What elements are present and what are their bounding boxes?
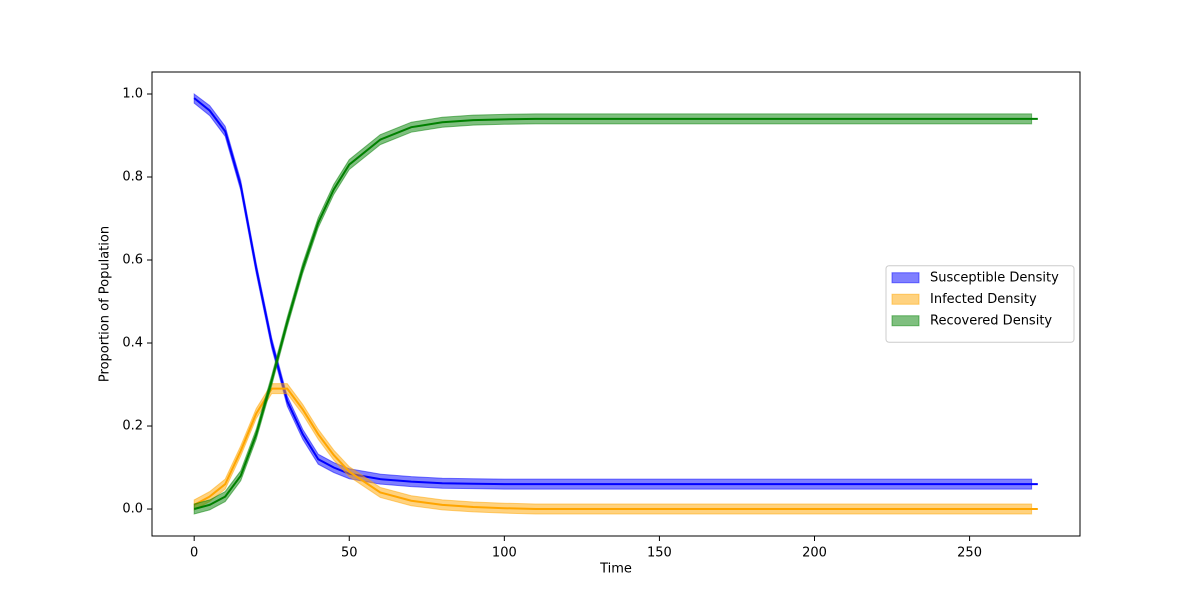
plot-frame (151, 71, 1081, 537)
x-tick-label: 100 (492, 546, 517, 561)
legend: Susceptible Density Infected Density Recov… (885, 265, 1075, 343)
y-tick-label: 0.8 (122, 170, 143, 185)
y-tick-label: 0.2 (122, 419, 143, 434)
x-tick-label: 150 (647, 546, 672, 561)
legend-label: Susceptible Density (930, 270, 1059, 285)
plot-area (193, 92, 1038, 515)
y-tick-label: 0.6 (122, 253, 143, 268)
x-tick-label: 250 (957, 546, 982, 561)
band (193, 383, 1033, 515)
legend-swatch (891, 315, 920, 327)
legend-label: Infected Density (930, 292, 1037, 307)
x-axis-label: Time (599, 562, 632, 577)
legend-swatch (891, 293, 920, 305)
legend-box (885, 265, 1075, 343)
band (193, 92, 1033, 490)
y-tick-label: 1.0 (122, 86, 143, 101)
line (193, 117, 1038, 510)
x-tick-label: 0 (190, 546, 198, 561)
legend-swatch (891, 272, 920, 284)
x-tick-label: 50 (341, 546, 358, 561)
line (193, 387, 1038, 511)
band (193, 113, 1033, 515)
x-tick-label: 200 (802, 546, 827, 561)
legend-label: Recovered Density (930, 313, 1052, 328)
y-tick-label: 0.4 (122, 336, 143, 351)
line (193, 97, 1038, 486)
y-axis-label: Proportion of Population (98, 226, 113, 382)
y-tick-label: 0.0 (122, 502, 143, 517)
